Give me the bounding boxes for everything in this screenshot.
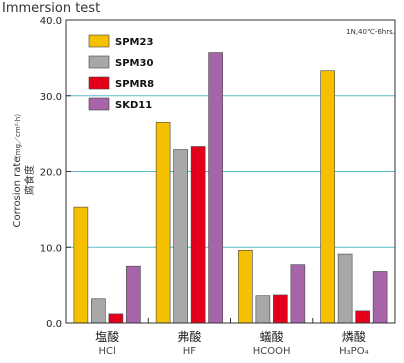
bar-spmr8	[355, 310, 370, 324]
legend-label: SKD11	[115, 100, 152, 111]
y-tick-label: 40.0	[40, 16, 62, 27]
y-tick-label: 30.0	[40, 92, 62, 103]
bar-spm30	[91, 298, 106, 324]
y-axis-label-jp: 腐食度	[23, 165, 36, 195]
bar-spm23	[320, 70, 335, 324]
bar-spmr8	[108, 313, 124, 324]
x-category-jp: 燐酸	[342, 329, 366, 344]
y-axis-label-group: Corrosion rate （mg／cm²·h） 腐食度	[12, 110, 36, 228]
bar-spmr8	[190, 146, 206, 324]
bar-skd11	[208, 52, 223, 324]
bar-spm23	[73, 206, 89, 324]
bar-skd11	[126, 265, 141, 324]
x-category-jp: 弗酸	[177, 329, 201, 344]
bars	[73, 52, 388, 324]
x-category: HCOOH	[253, 346, 291, 357]
bar-spm23	[155, 121, 171, 324]
bar-spm23	[238, 249, 253, 324]
legend-label: SPM23	[115, 37, 153, 48]
bar-spmr8	[273, 294, 288, 324]
x-category: HCl	[98, 346, 115, 357]
y-tick-label: 10.0	[40, 243, 62, 254]
y-tick-label: 20.0	[40, 168, 62, 179]
bar-spm30	[337, 253, 353, 324]
y-tick-labels: 0.0 10.0 20.0 30.0 40.0	[40, 16, 62, 330]
bar-skd11	[290, 264, 306, 324]
x-category: H₃PO₄	[339, 346, 368, 357]
test-conditions: 1N,40℃-6hrs.	[346, 28, 395, 36]
legend-swatch	[88, 97, 110, 111]
y-axis-unit: （mg／cm²·h）	[14, 110, 22, 162]
chart-title: Immersion test	[2, 1, 100, 16]
legend-swatch	[88, 55, 110, 69]
legend: SPM23 SPM30 SPMR8 SKD11	[88, 34, 154, 111]
plot-frame	[65, 19, 396, 324]
x-category-jp: 塩酸	[95, 329, 119, 344]
bar-skd11	[372, 271, 388, 324]
x-category-jp: 蟻酸	[260, 329, 284, 344]
y-axis-label: Corrosion rate	[12, 157, 23, 228]
x-tick-labels: 塩酸 HCl 弗酸 HF 蟻酸 HCOOH 燐酸 H₃PO₄	[95, 329, 368, 357]
bar-spm30	[255, 295, 271, 324]
legend-label: SPM30	[115, 58, 153, 69]
bar-spm30	[173, 149, 188, 324]
x-category: HF	[183, 346, 197, 357]
legend-swatch	[88, 34, 110, 48]
gridlines	[66, 19, 395, 324]
legend-label: SPMR8	[115, 79, 154, 90]
y-tick-label: 0.0	[46, 319, 62, 330]
legend-swatch	[88, 76, 110, 90]
